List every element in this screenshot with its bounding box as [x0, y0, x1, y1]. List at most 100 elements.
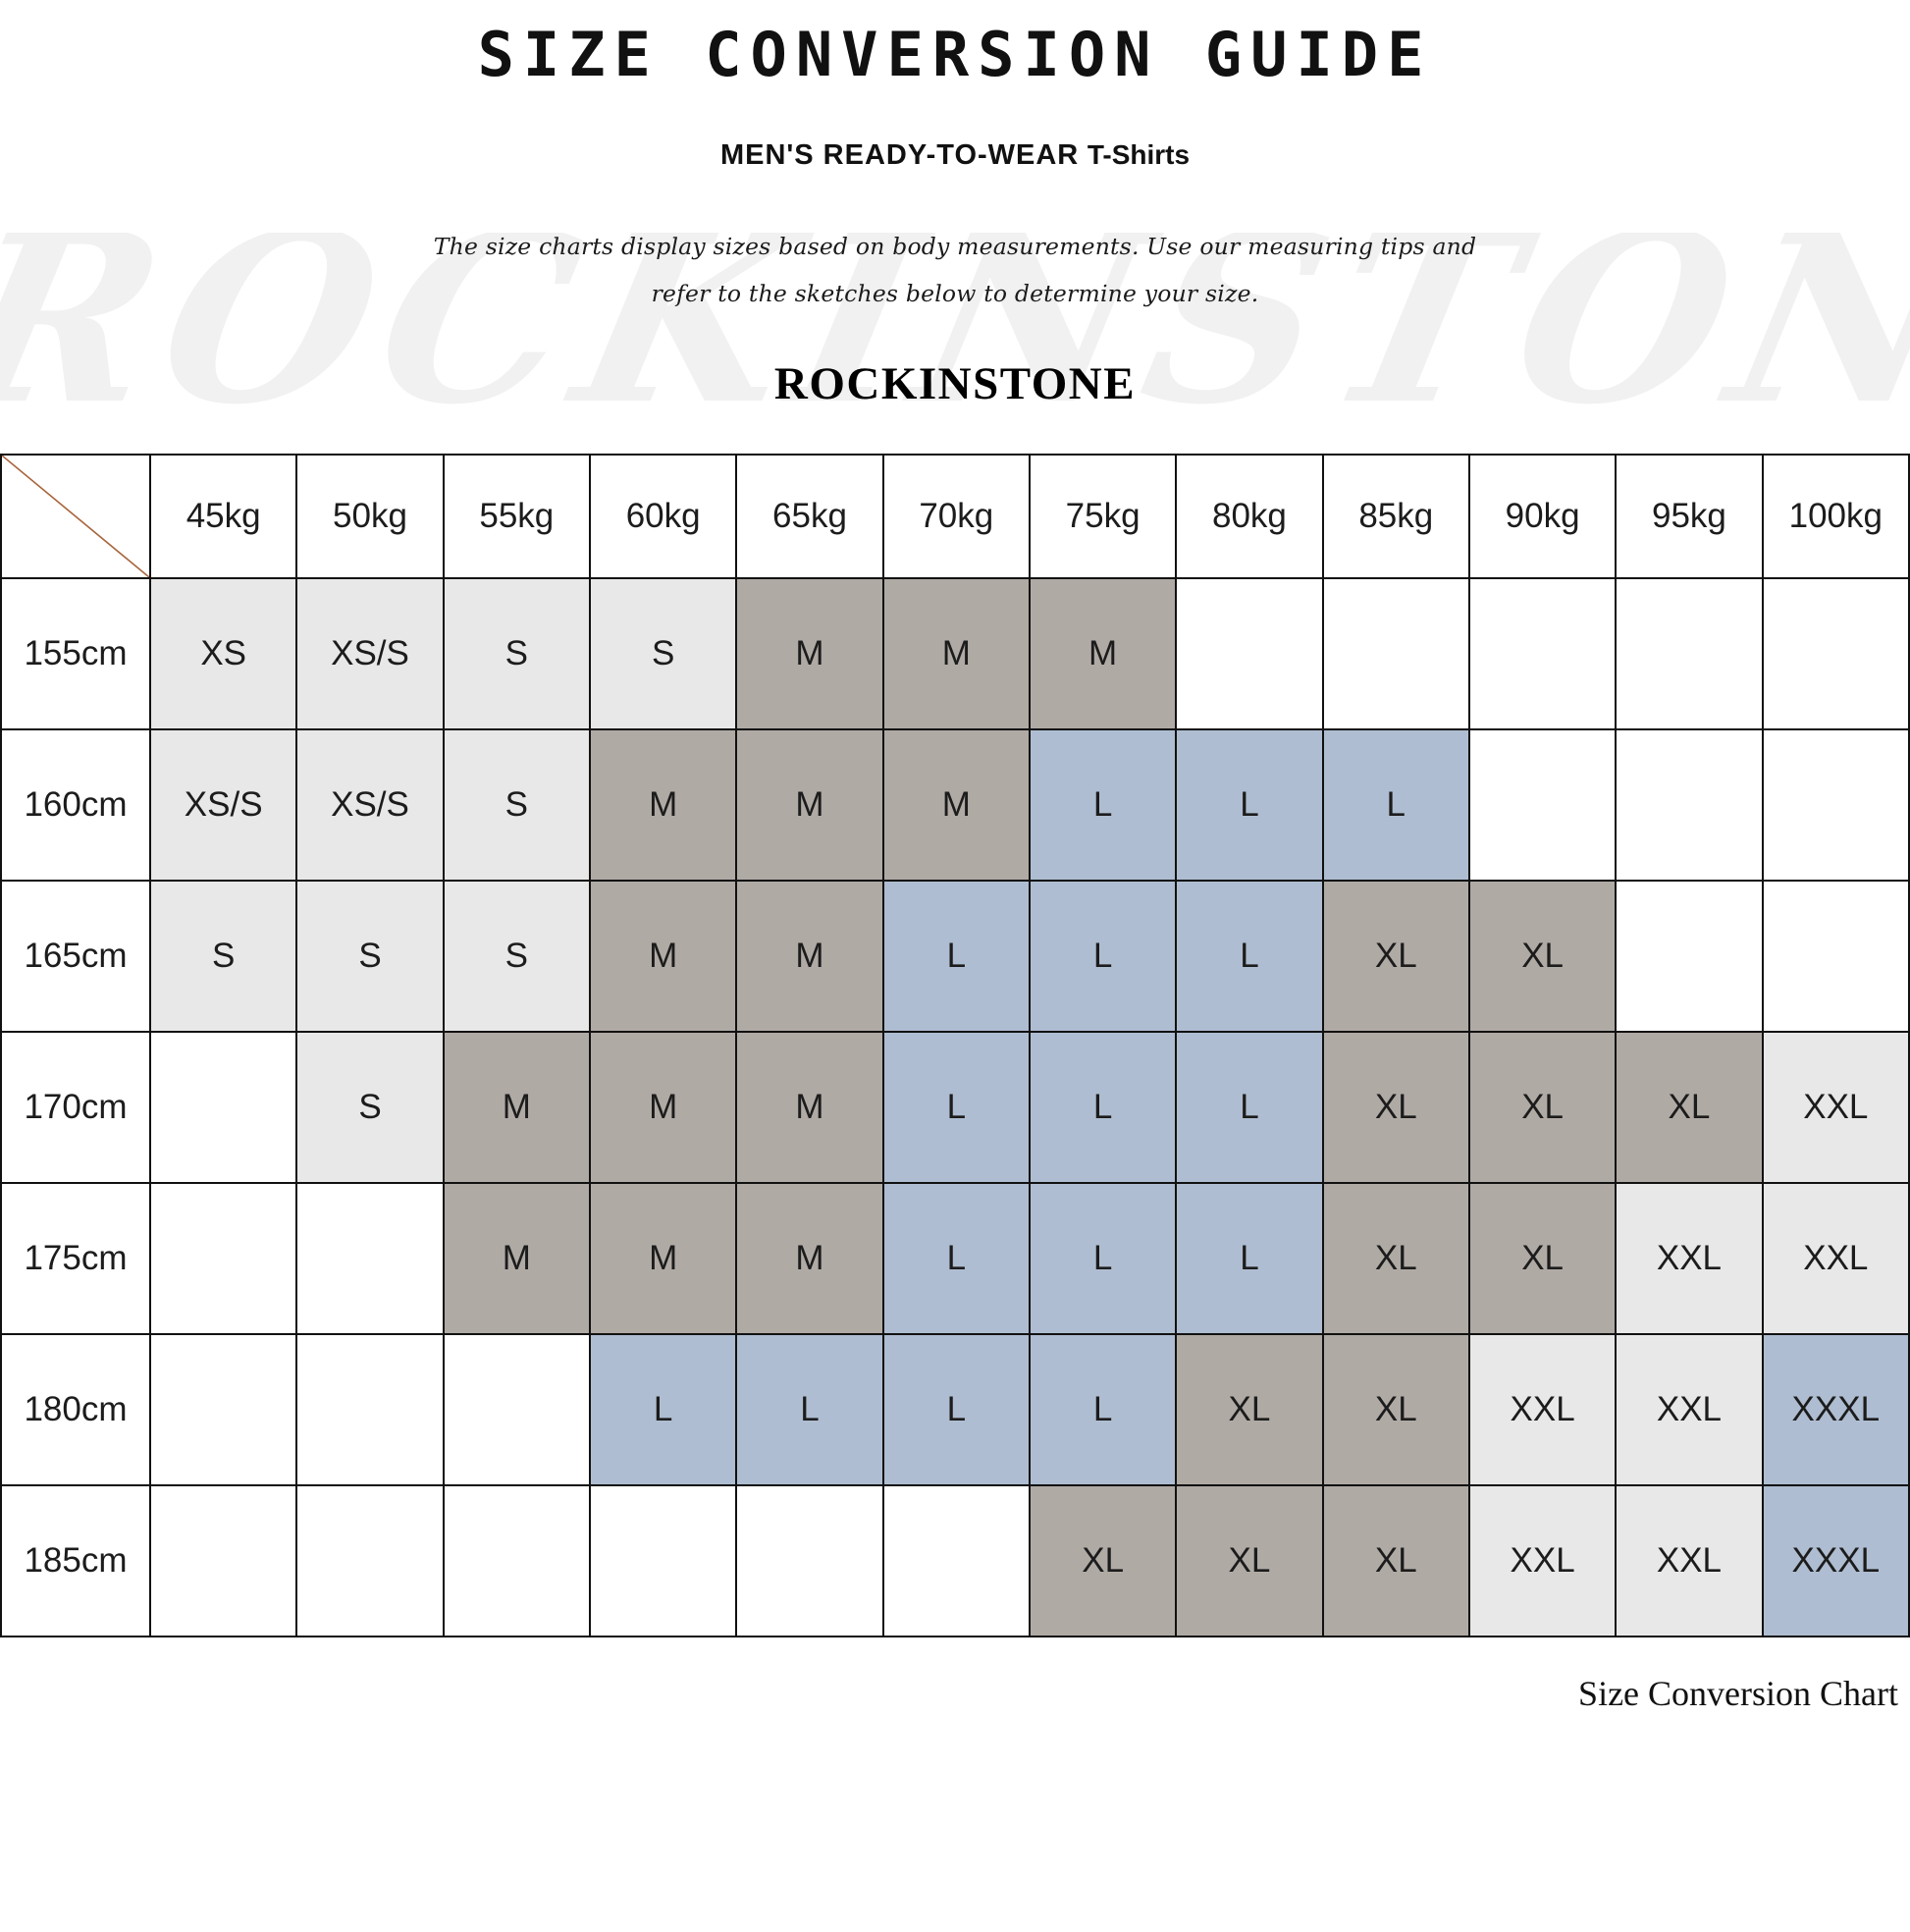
- size-cell-empty: [1761, 576, 1910, 730]
- subtitle-garment: T-Shirts: [1087, 139, 1191, 171]
- size-cell: S: [295, 1030, 445, 1184]
- size-cell: XXXL: [1761, 1332, 1910, 1486]
- size-cell: L: [1028, 1181, 1178, 1335]
- size-cell: XXL: [1615, 1483, 1764, 1637]
- size-cell: XL: [1467, 879, 1618, 1033]
- size-cell: L: [1175, 1181, 1324, 1335]
- size-cell: XXL: [1761, 1030, 1910, 1184]
- column-header-weight: 80kg: [1175, 453, 1324, 579]
- table-row: 160cm XS/S XS/S S M M M L L L: [0, 727, 1910, 882]
- size-cell: XXL: [1467, 1483, 1618, 1637]
- size-cell: L: [1028, 879, 1178, 1033]
- size-cell-empty: [881, 1483, 1031, 1637]
- size-cell: M: [588, 1030, 738, 1184]
- size-cell: L: [881, 1332, 1031, 1486]
- size-cell: M: [442, 1030, 591, 1184]
- size-cell: XS/S: [148, 727, 298, 882]
- size-cell: S: [442, 879, 591, 1033]
- size-cell: S: [442, 576, 591, 730]
- size-cell-empty: [1467, 727, 1618, 882]
- size-cell: XL: [1028, 1483, 1178, 1637]
- size-cell: M: [735, 576, 884, 730]
- size-cell: L: [735, 1332, 884, 1486]
- size-cell: XL: [1321, 1181, 1470, 1335]
- subtitle-category: MEN'S READY-TO-WEAR: [719, 139, 1080, 172]
- size-cell: L: [1028, 1030, 1178, 1184]
- size-cell-empty: [295, 1181, 445, 1335]
- size-cell: L: [881, 1181, 1031, 1335]
- size-cell: L: [881, 1030, 1031, 1184]
- size-cell: M: [588, 879, 738, 1033]
- column-header-weight: 65kg: [735, 453, 884, 579]
- size-cell: M: [588, 1181, 738, 1335]
- size-cell: XXL: [1615, 1181, 1764, 1335]
- size-cell: M: [442, 1181, 591, 1335]
- row-header-height: 155cm: [0, 576, 151, 730]
- size-cell: M: [881, 576, 1031, 730]
- size-cell-empty: [1761, 879, 1910, 1033]
- row-header-height: 180cm: [0, 1332, 151, 1486]
- size-cell-empty: [1615, 576, 1764, 730]
- page-title: SIZE CONVERSION GUIDE: [477, 19, 1433, 90]
- size-cell: XL: [1175, 1332, 1324, 1486]
- size-cell: XL: [1175, 1483, 1324, 1637]
- size-cell: L: [1321, 727, 1470, 882]
- column-header-weight: 55kg: [442, 453, 591, 579]
- column-header-weight: 75kg: [1028, 453, 1178, 579]
- size-cell: XL: [1321, 1483, 1470, 1637]
- size-cell: S: [148, 879, 298, 1033]
- size-cell: M: [735, 879, 884, 1033]
- size-cell: M: [735, 727, 884, 882]
- size-chart-container: 45kg 50kg 55kg 60kg 65kg 70kg 75kg 80kg 85kg 90kg…: [0, 453, 1910, 1637]
- size-cell: XXL: [1467, 1332, 1618, 1486]
- table-row: 155cm XS XS/S S S M M M: [0, 576, 1910, 730]
- size-cell-empty: [735, 1483, 884, 1637]
- row-header-height: 165cm: [0, 879, 151, 1033]
- row-header-height: 185cm: [0, 1483, 151, 1637]
- size-cell: L: [881, 879, 1031, 1033]
- size-cell: M: [735, 1030, 884, 1184]
- size-cell: L: [588, 1332, 738, 1486]
- page-subtitle: MEN'S READY-TO-WEAR T-Shirts: [0, 139, 1910, 172]
- size-cell-empty: [148, 1030, 298, 1184]
- size-cell: XS: [148, 576, 298, 730]
- size-conversion-table: 45kg 50kg 55kg 60kg 65kg 70kg 75kg 80kg 85kg 90kg…: [0, 453, 1910, 1637]
- size-cell: L: [1175, 1030, 1324, 1184]
- size-cell: L: [1175, 727, 1324, 882]
- size-cell: S: [442, 727, 591, 882]
- size-cell: XXXL: [1761, 1483, 1910, 1637]
- size-cell-empty: [1467, 576, 1618, 730]
- size-cell-empty: [148, 1181, 298, 1335]
- table-header-row: 45kg 50kg 55kg 60kg 65kg 70kg 75kg 80kg 85kg 90kg…: [0, 453, 1910, 579]
- row-header-height: 175cm: [0, 1181, 151, 1335]
- size-cell-empty: [295, 1483, 445, 1637]
- size-cell-empty: [1761, 727, 1910, 882]
- size-cell-empty: [1615, 727, 1764, 882]
- size-cell: XL: [1467, 1181, 1618, 1335]
- size-cell: L: [1028, 727, 1178, 882]
- size-cell-empty: [1321, 576, 1470, 730]
- size-cell-empty: [442, 1332, 591, 1486]
- column-header-weight: 50kg: [295, 453, 445, 579]
- size-cell: XXL: [1615, 1332, 1764, 1486]
- table-row: 180cm L L L L XL XL XXL XXL XXXL: [0, 1332, 1910, 1486]
- size-cell: M: [588, 727, 738, 882]
- column-header-weight: 70kg: [881, 453, 1031, 579]
- size-cell: S: [295, 879, 445, 1033]
- row-header-height: 170cm: [0, 1030, 151, 1184]
- description-text: The size charts display sizes based on b…: [433, 233, 1477, 308]
- page-header: SIZE CONVERSION GUIDE MEN'S READY-TO-WEA…: [0, 19, 1910, 410]
- column-header-weight: 90kg: [1467, 453, 1618, 579]
- size-cell-empty: [588, 1483, 738, 1637]
- size-cell: XS/S: [295, 576, 445, 730]
- column-header-weight: 85kg: [1321, 453, 1470, 579]
- size-cell: XL: [1467, 1030, 1618, 1184]
- table-row: 175cm M M M L L L XL XL XXL XXL: [0, 1181, 1910, 1335]
- size-cell: XL: [1321, 879, 1470, 1033]
- table-row: 185cm XL XL XL XXL XXL XXXL: [0, 1483, 1910, 1637]
- column-header-weight: 95kg: [1615, 453, 1764, 579]
- row-header-height: 160cm: [0, 727, 151, 882]
- table-corner-cell: [0, 453, 151, 579]
- size-cell: XS/S: [295, 727, 445, 882]
- size-cell-empty: [1615, 879, 1764, 1033]
